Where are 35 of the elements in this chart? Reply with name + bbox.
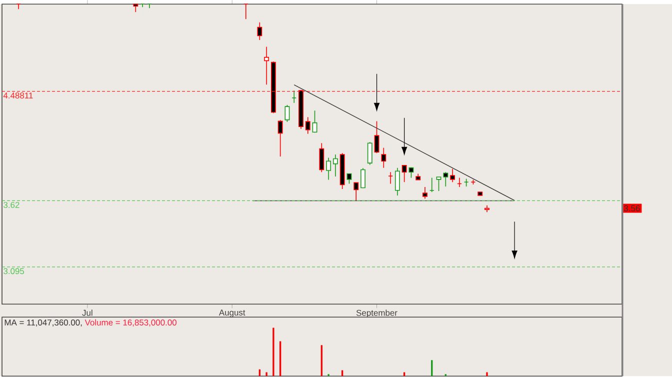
- candlestick: [140, 4, 146, 8]
- chart-title: MA = 11,047,360.00,: [4, 320, 82, 327]
- candlestick: [374, 120, 380, 154]
- chart-subtitle: Volume = 16,853,000.00: [84, 319, 176, 327]
- candlestick: [381, 147, 386, 168]
- candlestick: [319, 142, 324, 173]
- candlestick: [388, 172, 394, 184]
- candlestick: [292, 90, 297, 104]
- candlestick: [278, 120, 283, 157]
- ref-line-label: 3.62: [4, 202, 20, 208]
- candlestick: [450, 168, 456, 183]
- candlestick: [243, 4, 248, 20]
- candlestick: [305, 116, 310, 134]
- candlestick: [429, 177, 434, 193]
- x-tick-label: September: [356, 310, 398, 318]
- x-tick-label: Jul: [82, 310, 92, 316]
- candlestick: [312, 110, 318, 134]
- candlestick: [443, 172, 448, 187]
- candlestick: [264, 46, 270, 86]
- candlestick: [360, 168, 366, 189]
- ref-line-label: 4.48811: [3, 92, 33, 99]
- candlestick: [284, 104, 290, 122]
- candlestick: [326, 157, 332, 180]
- candlestick: [146, 4, 152, 9]
- x-tick-label: August: [218, 310, 246, 318]
- candlestick: [16, 4, 22, 10]
- annotation: 3.56: [624, 205, 640, 212]
- candlestick: [257, 22, 262, 40]
- candlestick: [422, 186, 428, 200]
- ref-line-label: 3.095: [4, 268, 24, 274]
- candlestick: [436, 176, 442, 192]
- candlestick: [394, 168, 400, 196]
- candlestick: [354, 182, 359, 201]
- candlestick: [332, 154, 338, 178]
- candlestick: [367, 142, 372, 166]
